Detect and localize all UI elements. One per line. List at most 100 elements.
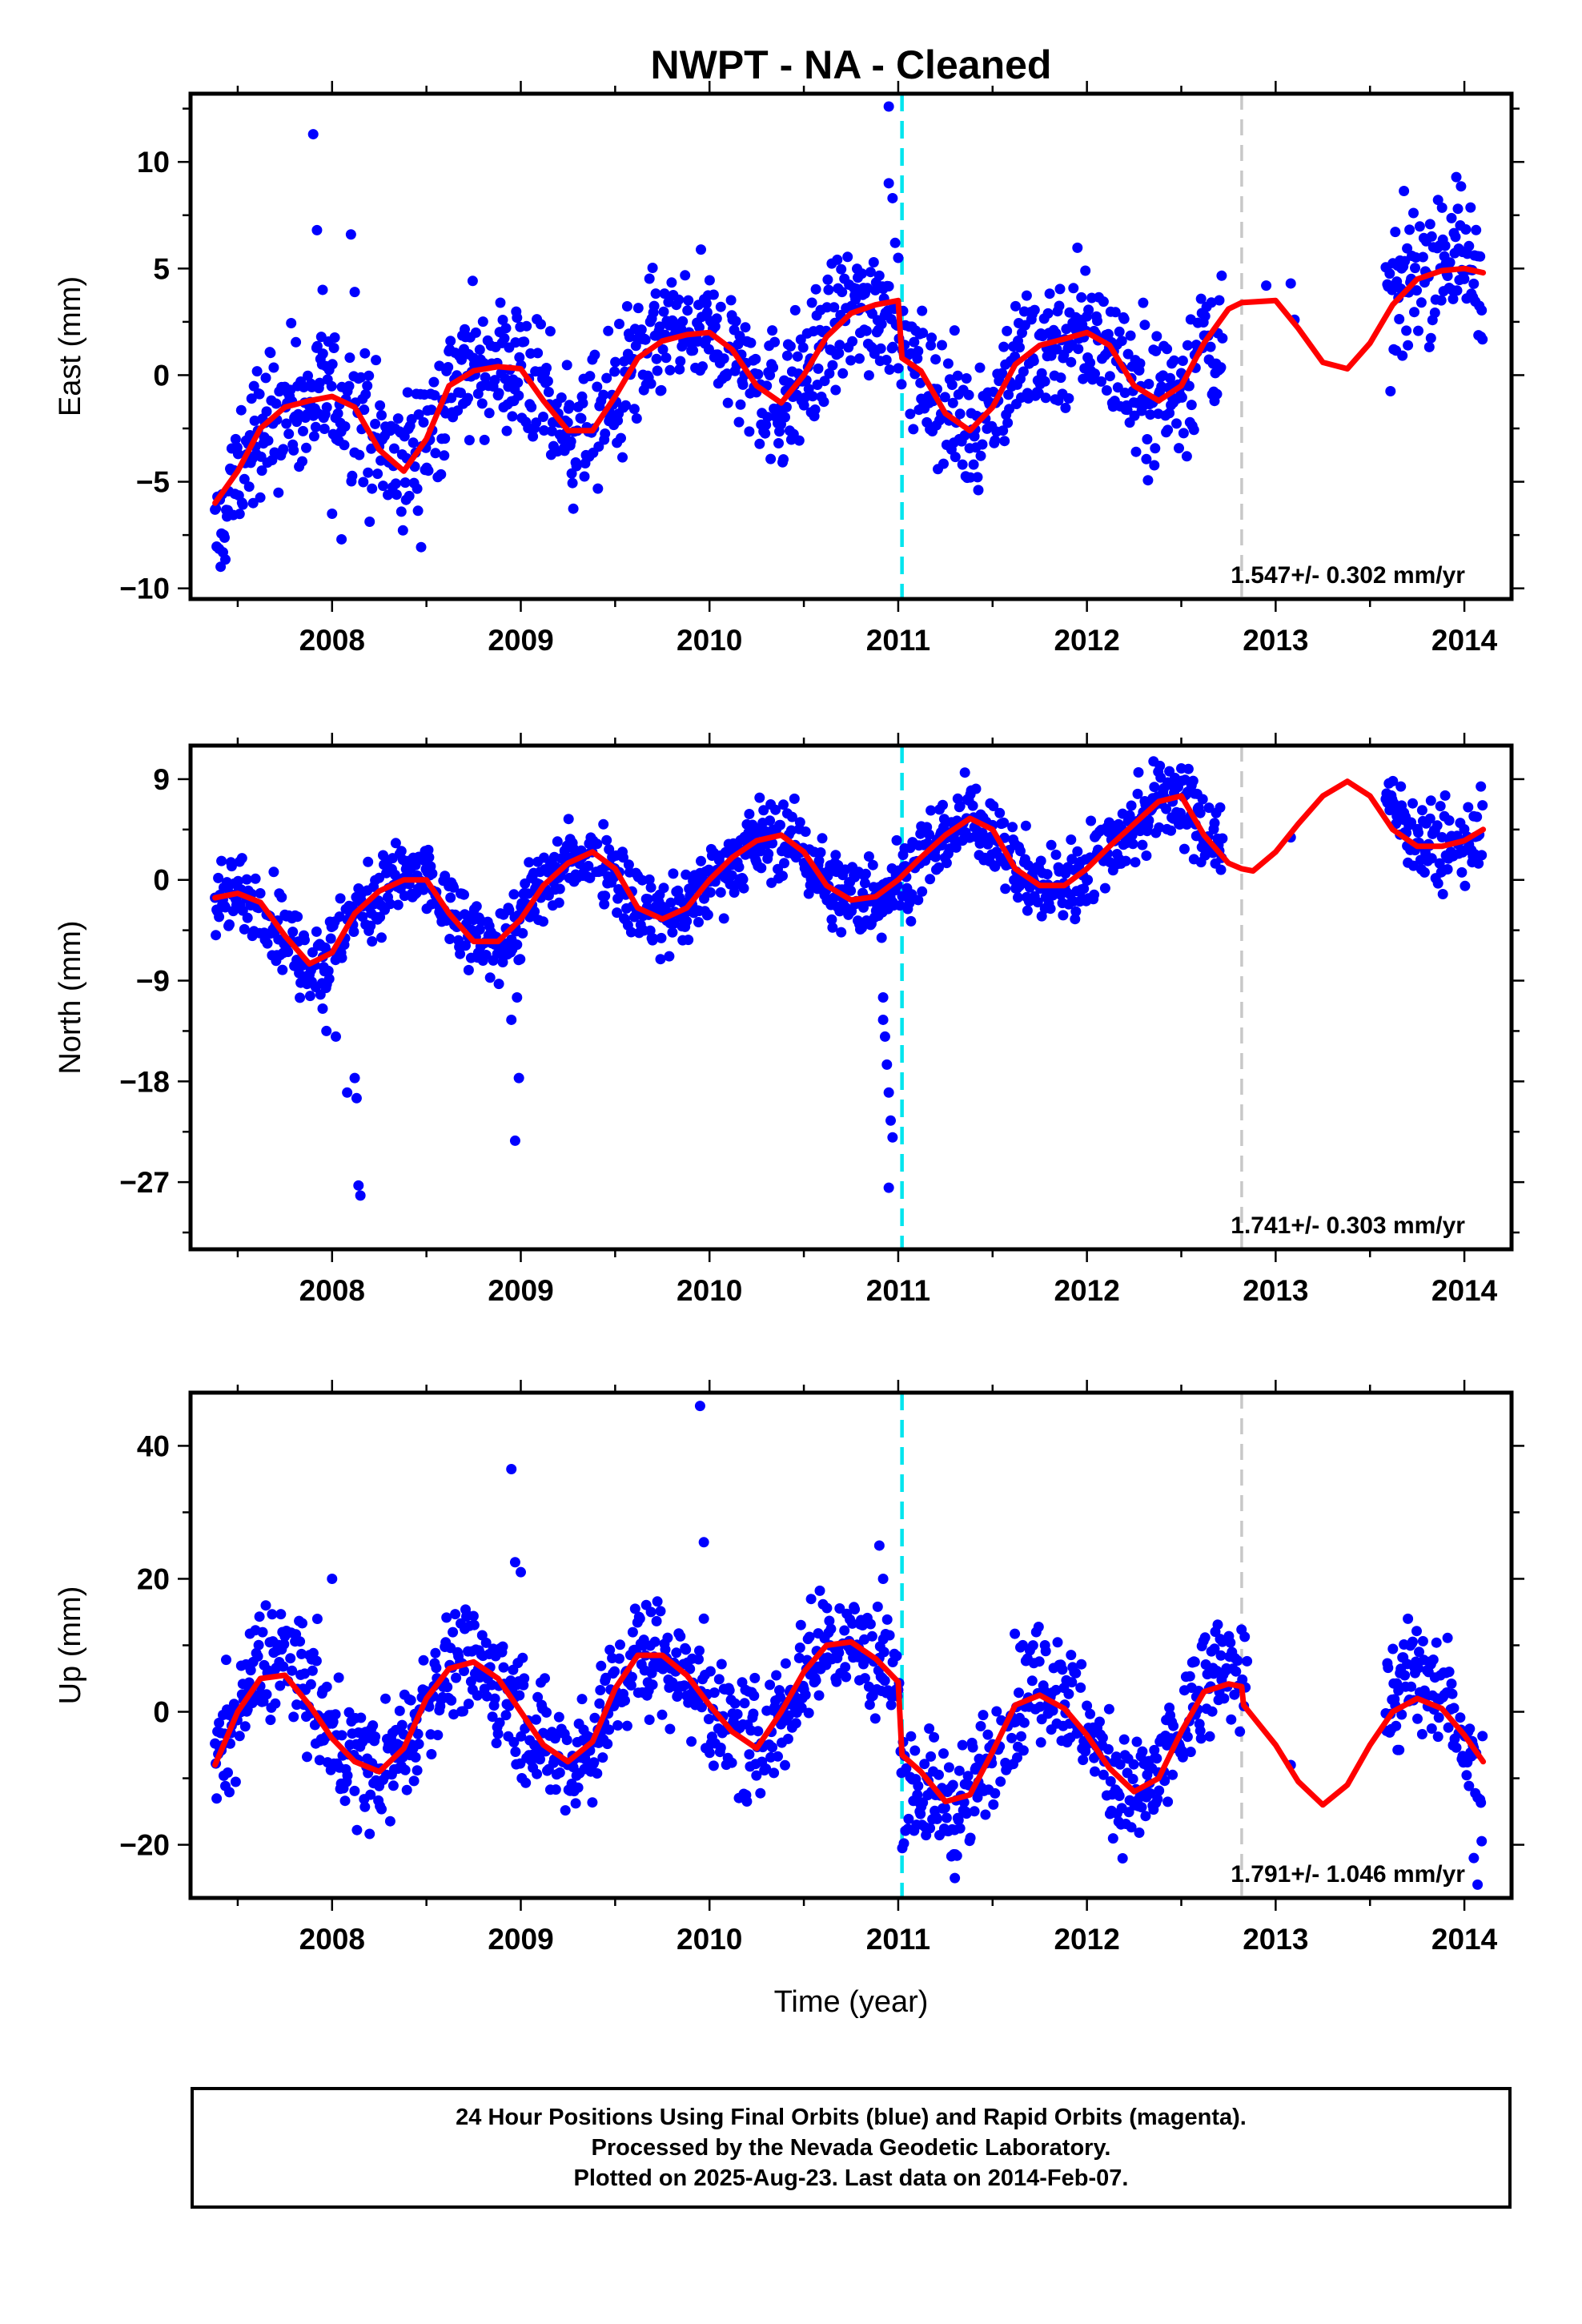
data-point [1151,1753,1162,1764]
panel-east-y-axis-label: East (mm) [54,276,87,416]
data-point [1002,325,1013,336]
data-point [1130,446,1142,457]
data-point [489,375,500,386]
data-point [232,448,243,460]
data-point [908,424,919,435]
data-point [287,1665,298,1676]
data-point [612,1720,624,1731]
data-point [1413,1663,1423,1674]
data-point [234,509,245,520]
data-point [1424,813,1435,824]
data-point [972,472,983,483]
data-point [500,1710,512,1721]
data-point [660,1644,671,1655]
data-point [339,1795,351,1807]
data-point [847,1618,858,1629]
data-point [1477,1731,1488,1742]
data-point [1209,1643,1220,1655]
data-point [468,1619,480,1630]
data-point [1143,379,1154,389]
data-point [763,848,774,859]
data-point [954,801,966,812]
data-point [1149,1744,1160,1755]
data-point [311,1655,322,1667]
data-point [1232,1655,1243,1667]
data-point [363,467,374,478]
data-point [1026,1675,1038,1687]
outlier-point [509,1557,520,1568]
data-point [803,1707,814,1719]
data-point [481,1691,492,1702]
data-point [694,1645,705,1656]
outlier-point [877,992,889,1003]
data-point [304,991,315,1002]
panel-east-plot-area [210,94,1488,599]
data-point [737,874,749,885]
data-point [1110,307,1121,318]
data-point [1000,883,1011,895]
data-point [640,334,651,345]
data-point [260,372,271,384]
data-point [1154,1785,1165,1796]
data-point [952,370,963,381]
outlier-point [1472,1879,1484,1890]
data-point [697,361,708,372]
data-point [1169,355,1179,366]
data-point [1425,795,1436,806]
data-point [744,426,755,437]
data-point [355,372,367,383]
data-point [1242,1655,1253,1667]
data-point [517,927,528,939]
data-point [224,1787,235,1798]
data-point [459,1666,469,1676]
data-point [988,1799,999,1810]
data-point [442,1682,453,1693]
data-point [998,425,1009,436]
data-point [1186,400,1197,411]
data-point [704,1747,715,1759]
data-point [1078,883,1090,895]
data-point [947,1779,958,1791]
data-point [524,857,535,868]
data-point [515,954,526,965]
panel-up-data-points [210,1401,1488,1890]
data-point [793,1652,805,1663]
data-point [328,343,339,353]
data-point [681,915,693,927]
data-point [926,1751,937,1762]
data-point [1424,219,1435,230]
data-point [1442,271,1453,281]
data-point [1443,815,1455,826]
data-point [1141,453,1152,464]
data-point [418,1655,429,1666]
data-point [1407,798,1418,809]
data-point [491,1738,502,1749]
data-point [1042,308,1054,319]
data-point [991,1706,1002,1717]
panel-east: 2008 2009 2010 2011 2012 2013 2014 −10 −5 0 5 10 Eas… [54,81,1524,657]
data-point [872,1601,883,1612]
data-point [1195,1725,1206,1736]
data-point [975,1721,986,1731]
data-point [1066,1650,1077,1661]
data-point [1409,307,1419,318]
data-point [780,1759,790,1771]
data-point [762,412,773,423]
data-point [1408,207,1419,219]
x-tick-label: 2013 [1243,1923,1308,1956]
data-point [830,384,841,396]
data-point [1117,1853,1128,1864]
data-point [1185,1747,1196,1758]
data-point [512,377,524,388]
data-point [1403,340,1414,351]
data-point [1161,803,1172,814]
data-point [625,1680,636,1691]
data-point [879,1675,890,1687]
y-tick-label: −5 [136,466,170,499]
data-point [1464,1780,1475,1791]
data-point [1463,802,1474,813]
data-point [1050,1684,1062,1695]
data-point [824,1615,835,1626]
data-point [1082,875,1094,886]
data-point [471,901,482,912]
